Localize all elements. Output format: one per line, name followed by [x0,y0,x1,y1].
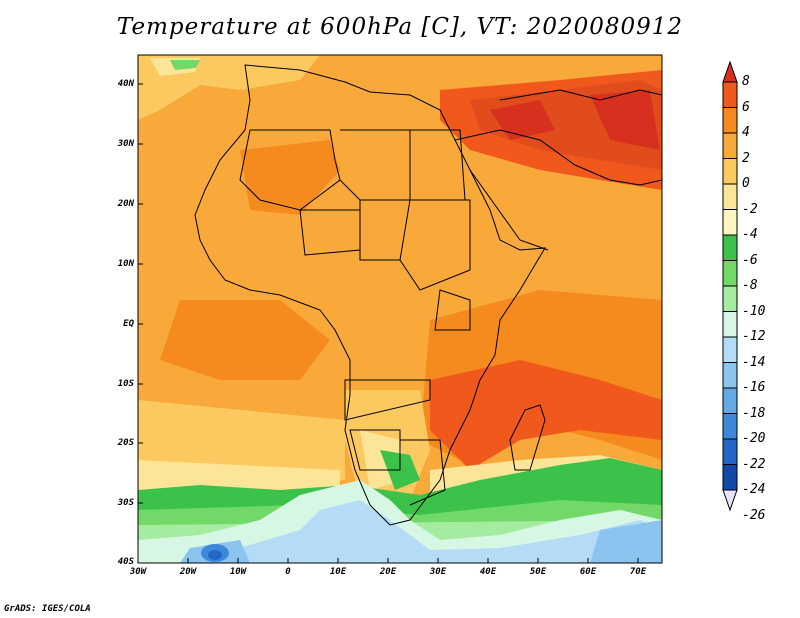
colorbar-swatch [722,311,738,338]
colorbar-label: -12 [742,329,766,344]
colorbar-swatch [722,362,738,389]
colorbar-label: 4 [742,125,750,140]
lon-label-0: 0 [285,567,291,577]
colorbar [722,60,738,512]
colorbar-label: 0 [742,176,750,191]
colorbar-swatch [722,132,738,159]
colorbar-label: 2 [742,150,750,166]
temperature-field [138,55,662,563]
colorbar-swatch [722,183,738,210]
colorbar-label: -14 [742,354,766,370]
lat-label-30n: 30N [117,139,134,149]
colorbar-swatch [722,81,738,108]
colorbar-swatch [722,107,738,134]
colorbar-label: -24 [742,482,766,497]
map-title: Temperature at 600hPa [C], VT: 202008091… [116,14,684,40]
colorbar-swatch [722,285,738,312]
colorbar-swatch [722,260,738,287]
colorbar-label: -10 [742,303,766,319]
colorbar-bottom-arrow [722,489,738,512]
lon-label-70e: 70E [629,567,647,577]
colorbar-swatch [722,234,738,261]
plot-frame [137,54,663,564]
lat-label-40n: 40N [117,79,134,89]
colorbar-label: -20 [742,431,766,446]
lon-label-20w: 20W [179,567,197,577]
lat-label-20n: 20N [117,199,134,209]
lon-label-30w: 30W [129,567,147,577]
colorbar-label: -6 [742,252,758,268]
axis-ticks [138,83,639,563]
colorbar-label: -8 [742,278,758,293]
colorbar-top-arrow [722,60,738,83]
lat-label-eq: EQ [123,319,134,329]
lat-label-10s: 10S [117,379,134,389]
colorbar-label: -26 [742,507,766,523]
region-sahara [240,140,340,215]
colorbar-swatch [722,387,738,414]
colorbar-swatch [722,464,738,491]
lat-label-20s: 20S [117,438,134,448]
colorbar-label: -18 [742,405,766,421]
colorbar-label: 6 [742,99,750,115]
lon-label-30e: 30E [429,567,447,577]
coastlines [194,64,662,526]
lon-label-60e: 60E [579,567,597,577]
lon-label-40e: 40E [479,567,497,577]
colorbar-swatch [722,209,738,236]
lat-label-30s: 30S [117,498,134,508]
colorbar-label: -4 [742,227,758,242]
colorbar-label: -22 [742,456,766,472]
credit-text: GrADS: IGES/COLA [4,604,91,614]
lon-label-50e: 50E [529,567,547,577]
region-atlantic-warm [160,300,330,380]
lon-label-10w: 10W [229,567,247,577]
colorbar-label: 8 [742,74,750,89]
colorbar-swatch [722,413,738,440]
lat-label-40s: 40S [117,557,134,567]
colorbar-label: -16 [742,380,766,395]
lat-label-10n: 10N [117,259,134,269]
lon-label-20e: 20E [379,567,397,577]
lon-label-10e: 10E [329,567,347,577]
colorbar-swatch [722,158,738,185]
colorbar-swatch [722,336,738,363]
colorbar-swatch [722,438,738,465]
colorbar-label: -2 [742,201,758,217]
